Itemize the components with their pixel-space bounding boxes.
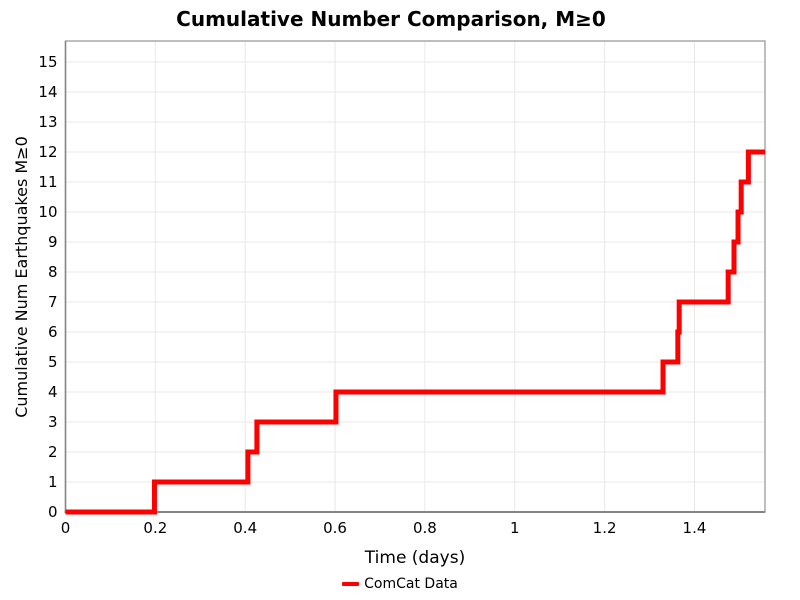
- x-tick-label: 0.6: [323, 519, 347, 537]
- x-tick-label: 1.2: [593, 519, 617, 537]
- y-axis-title: Cumulative Num Earthquakes M≥0: [12, 136, 31, 418]
- y-tick-label: 11: [38, 173, 57, 191]
- y-tick-label: 2: [48, 443, 58, 461]
- x-tick-label: 0.8: [413, 519, 437, 537]
- y-tick-label: 14: [38, 83, 57, 101]
- y-gridlines: [65, 61, 765, 483]
- y-tick-label: 7: [48, 293, 58, 311]
- x-tick-label: 0.4: [233, 519, 257, 537]
- y-tick-label: 3: [48, 413, 58, 431]
- y-tick-label: 1: [48, 473, 58, 491]
- legend: ComCat Data: [0, 576, 800, 592]
- y-tick-label: 4: [48, 383, 58, 401]
- x-tick-labels: 0 0.2 0.4 0.6 0.8 1 1.2 1.4: [61, 519, 707, 537]
- y-tick-label: 13: [38, 113, 57, 131]
- y-tick-label: 6: [48, 323, 58, 341]
- y-tick-label: 12: [38, 143, 57, 161]
- x-tick-label: 0.2: [143, 519, 167, 537]
- legend-label: ComCat Data: [364, 576, 458, 592]
- x-gridlines: [154, 41, 695, 512]
- y-tick-label: 5: [48, 353, 58, 371]
- y-tick-label: 15: [38, 53, 57, 71]
- x-tick-label: 1.4: [683, 519, 707, 537]
- y-tick-label: 8: [48, 263, 58, 281]
- x-tick-label: 1: [510, 519, 520, 537]
- y-tick-label: 0: [48, 503, 58, 521]
- series-comcat-data: [65, 149, 765, 515]
- y-tick-label: 9: [48, 233, 58, 251]
- x-tick-label: 0: [61, 519, 71, 537]
- chart-title: Cumulative Number Comparison, M≥0: [176, 7, 606, 31]
- x-axis-title: Time (days): [364, 548, 466, 568]
- plot-border: [64, 40, 766, 513]
- y-tick-label: 10: [38, 203, 57, 221]
- legend-line-swatch: [342, 582, 360, 586]
